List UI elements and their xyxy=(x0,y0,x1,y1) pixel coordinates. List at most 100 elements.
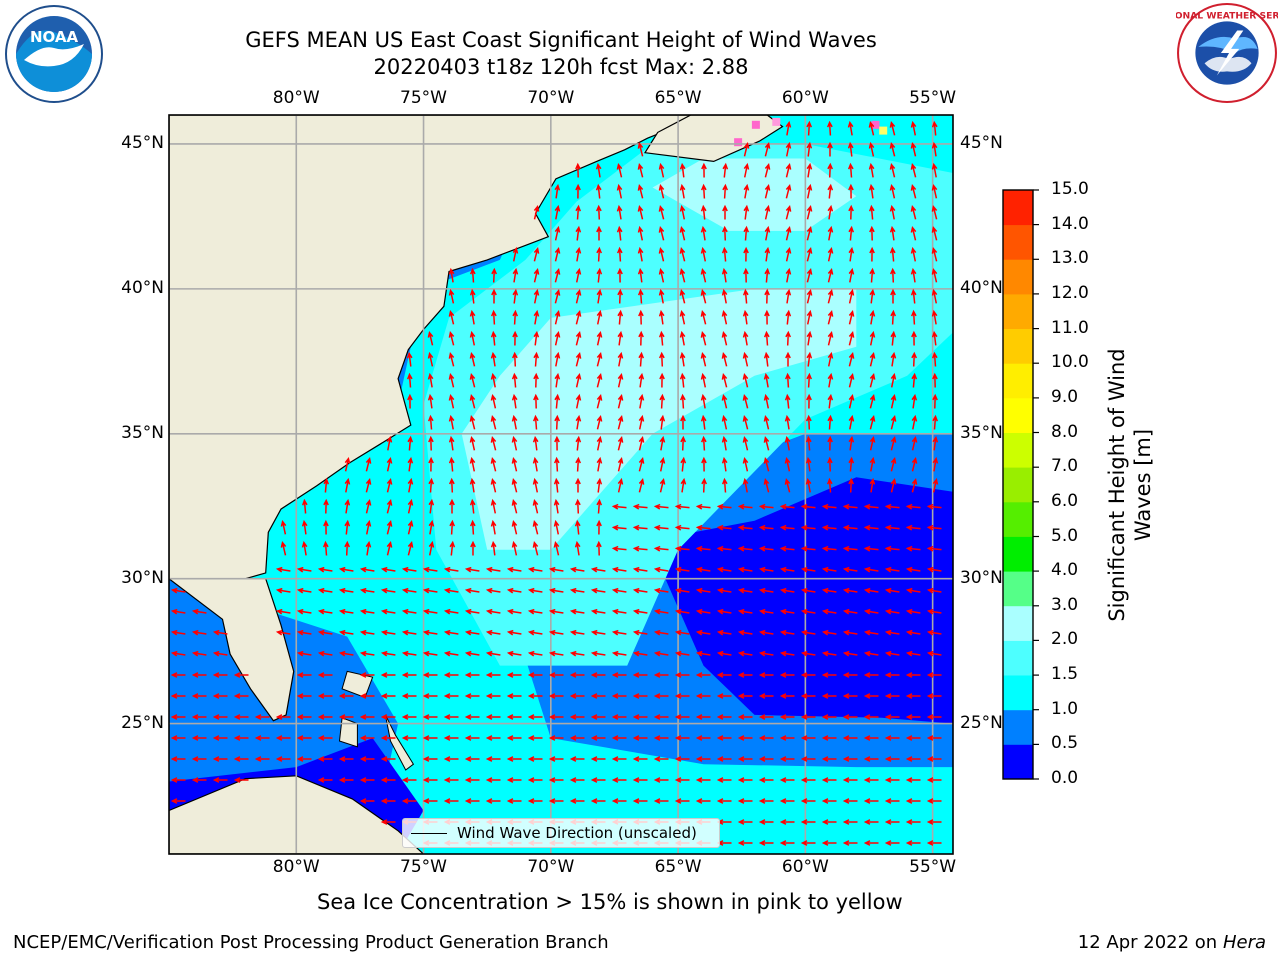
wave-direction-arrow xyxy=(827,225,834,241)
wave-direction-arrow xyxy=(737,587,753,594)
wave-direction-arrow xyxy=(679,226,686,241)
wave-direction-arrow xyxy=(490,415,497,430)
wave-direction-arrow xyxy=(638,351,645,367)
wave-direction-arrow xyxy=(554,456,560,472)
wave-direction-arrow xyxy=(905,714,921,720)
wave-direction-arrow xyxy=(848,373,855,388)
wave-direction-arrow xyxy=(448,331,455,346)
colorbar-tick-label: 5.0 xyxy=(1051,525,1079,546)
wave-direction-arrow xyxy=(863,798,879,804)
lat-tick-label-right: 30°N xyxy=(960,567,1003,588)
wave-direction-arrow xyxy=(338,777,354,783)
wave-direction-arrow xyxy=(191,672,207,678)
wave-direction-arrow xyxy=(322,540,329,556)
wave-direction-arrow xyxy=(758,650,774,657)
wave-direction-arrow xyxy=(527,566,543,573)
wave-direction-arrow xyxy=(638,393,645,409)
wave-direction-arrow xyxy=(869,436,876,451)
wave-direction-arrow xyxy=(863,545,879,552)
wave-direction-arrow xyxy=(758,714,774,720)
wave-direction-arrow xyxy=(574,540,581,556)
wave-direction-arrow xyxy=(827,289,834,304)
legend-line-swatch xyxy=(411,832,447,834)
wave-direction-arrow xyxy=(275,629,291,636)
wave-direction-arrow xyxy=(569,714,585,720)
wave-direction-arrow xyxy=(406,372,413,388)
wave-direction-arrow xyxy=(407,541,414,556)
wave-direction-arrow xyxy=(805,477,812,493)
wave-direction-arrow xyxy=(884,587,900,594)
wave-direction-arrow xyxy=(869,225,875,241)
wave-direction-arrow xyxy=(884,693,900,699)
wave-direction-arrow xyxy=(742,394,749,409)
wave-direction-arrow xyxy=(617,288,623,304)
wave-direction-arrow xyxy=(317,566,333,573)
wave-direction-arrow xyxy=(428,435,434,451)
wave-direction-arrow xyxy=(674,777,690,783)
wave-direction-arrow xyxy=(742,309,749,325)
wave-direction-arrow xyxy=(448,288,455,304)
colorbar-swatch xyxy=(1003,605,1033,641)
wave-direction-arrow xyxy=(926,587,942,594)
wave-direction-arrow xyxy=(464,650,480,657)
wave-direction-arrow xyxy=(758,756,774,762)
wave-direction-arrow xyxy=(779,629,795,636)
wave-direction-arrow xyxy=(401,693,417,699)
wave-direction-arrow xyxy=(449,519,455,535)
wave-direction-arrow xyxy=(742,288,749,304)
wave-direction-arrow xyxy=(611,693,627,699)
wave-direction-arrow xyxy=(638,372,645,388)
wave-direction-arrow xyxy=(806,226,813,241)
wave-direction-arrow xyxy=(932,456,939,472)
wave-direction-arrow xyxy=(763,351,770,367)
wave-direction-arrow xyxy=(448,394,455,409)
wave-direction-arrow xyxy=(821,629,837,636)
wave-direction-arrow xyxy=(401,608,417,615)
colorbar-swatch xyxy=(1003,640,1033,676)
wave-direction-arrow xyxy=(827,183,834,199)
wave-direction-arrow xyxy=(911,478,918,493)
wave-direction-arrow xyxy=(701,477,707,493)
wave-direction-arrow xyxy=(653,798,669,804)
wave-direction-arrow xyxy=(926,524,942,531)
wave-direction-arrow xyxy=(365,457,372,472)
wave-direction-arrow xyxy=(785,288,792,304)
wave-direction-arrow xyxy=(764,163,771,178)
wave-direction-arrow xyxy=(637,267,644,283)
wave-direction-arrow xyxy=(842,587,858,594)
wave-direction-arrow xyxy=(617,436,624,451)
wave-direction-arrow xyxy=(548,587,564,594)
wave-direction-arrow xyxy=(722,204,728,220)
wave-direction-arrow xyxy=(638,478,645,493)
wave-direction-arrow xyxy=(317,777,333,783)
wave-direction-arrow xyxy=(674,524,690,531)
wave-direction-arrow xyxy=(422,566,438,573)
wave-direction-arrow xyxy=(653,503,669,510)
wave-direction-arrow xyxy=(758,798,774,804)
wave-direction-arrow xyxy=(469,352,476,367)
wave-direction-arrow xyxy=(301,519,308,535)
wave-direction-arrow xyxy=(784,478,791,493)
wave-direction-arrow xyxy=(527,693,543,699)
wave-direction-arrow xyxy=(632,693,648,699)
wave-direction-arrow xyxy=(212,693,228,699)
colorbar-swatch xyxy=(1003,397,1033,433)
wave-direction-arrow xyxy=(617,415,624,430)
wave-direction-arrow xyxy=(365,499,372,514)
wave-direction-arrow xyxy=(674,735,690,741)
wave-direction-arrow xyxy=(743,225,750,241)
wave-direction-arrow xyxy=(821,798,837,804)
colorbar-tick-label: 8.0 xyxy=(1051,421,1079,442)
wave-direction-arrow xyxy=(380,650,396,657)
wave-direction-arrow xyxy=(317,650,333,657)
wave-direction-arrow xyxy=(869,373,876,388)
wave-direction-arrow xyxy=(569,798,585,804)
wave-direction-arrow xyxy=(485,798,501,804)
colorbar-tick-label: 15.0 xyxy=(1051,179,1089,199)
wave-direction-arrow xyxy=(338,650,354,657)
wave-direction-arrow xyxy=(721,414,728,430)
wave-direction-arrow xyxy=(931,184,938,199)
wave-direction-arrow xyxy=(905,608,921,615)
wave-direction-arrow xyxy=(700,331,707,346)
wave-direction-arrow xyxy=(758,503,774,510)
